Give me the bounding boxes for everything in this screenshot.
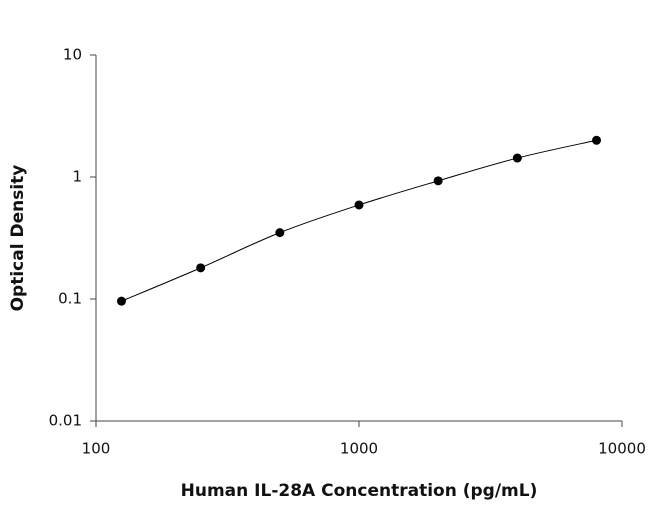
data-point	[275, 228, 285, 238]
fit-curve	[121, 139, 597, 302]
x-tick-label: 100	[82, 440, 111, 458]
data-point	[433, 176, 443, 186]
y-tick-label: 0.1	[58, 290, 82, 308]
y-axis-title: Optical Density	[8, 165, 28, 312]
data-point	[592, 135, 602, 145]
x-tick-label: 10000	[598, 440, 646, 458]
y-tick-label: 1	[72, 168, 82, 186]
x-axis-title: Human IL-28A Concentration (pg/mL)	[181, 481, 538, 501]
x-tick-label: 1000	[340, 440, 378, 458]
data-point	[512, 153, 522, 163]
data-point	[354, 200, 364, 210]
y-tick-label: 10	[63, 46, 82, 64]
data-point	[196, 263, 206, 273]
y-tick-label: 0.01	[49, 412, 82, 430]
data-point	[116, 296, 126, 306]
